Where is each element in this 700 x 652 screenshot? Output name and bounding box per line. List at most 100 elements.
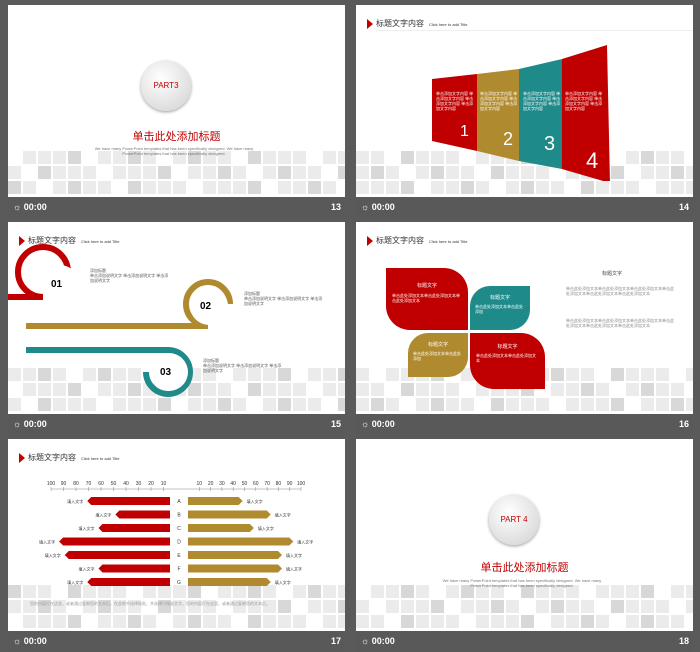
clock-icon-time: ☼ 00:00 [361, 419, 395, 429]
category-label: A [177, 499, 181, 505]
part-label: PART3 [153, 81, 179, 90]
slide-thumbnail-13[interactable]: PART3 单击此处添加标题 We have many PowerPoint t… [8, 5, 345, 218]
category-label: F [177, 567, 180, 573]
step-2-number: 02 [200, 301, 212, 312]
left-bar-label: 填入文字 [67, 579, 83, 585]
slide-18-canvas: PART 4 单击此处添加标题 We have many PowerPoint … [356, 439, 693, 631]
right-tick-label: 60 [253, 481, 259, 487]
right-bar-label: 填入文字 [275, 512, 291, 518]
petal-4: 标题文字 单击此处添加文本单击此处添加文本 [470, 333, 545, 389]
slide-thumbnail-16[interactable]: 标题文字内容 Click here to add Title 标题文字 单击此处添… [356, 222, 693, 435]
slide-number: 18 [678, 636, 689, 646]
slide-14-footer: ☼ 00:00 14 [356, 197, 693, 218]
step-2-text: 添加标题 单击添加说明文字 单击添加说明文字 单击添加说明文字 [244, 291, 323, 306]
slide-description: We have many PowerPoint templates that h… [94, 146, 254, 156]
clock-icon-time: ☼ 00:00 [13, 636, 47, 646]
slide-footer-text: 您的内容打在这里，或者通过复制您的文本后，在此框中选择粘贴，并选择只保留文字。您… [30, 601, 270, 606]
panel-1-number: 1 [460, 123, 469, 140]
right-tick-label: 70 [264, 481, 270, 487]
slide-number: 15 [330, 419, 341, 429]
right-tick-label: 50 [242, 481, 248, 487]
left-bar [87, 578, 170, 586]
slide-thumbnail-17[interactable]: 标题文字内容 Click here to add Title 100 90 80 70 6… [8, 439, 345, 652]
left-tick-label: 60 [98, 481, 104, 487]
tile-pattern [8, 145, 345, 197]
funnel-graphic [432, 45, 610, 181]
left-bar [115, 510, 170, 519]
petal-2: 标题文字 单击此处添加文本单击此处添加 [470, 286, 530, 330]
left-bar [64, 551, 170, 559]
category-label: B [177, 513, 181, 519]
slide-thumbnail-15[interactable]: 标题文字内容 Click here to add Title 01 02 03 添… [8, 222, 345, 435]
slide-number: 16 [678, 419, 689, 429]
left-tick-label: 80 [73, 481, 79, 487]
panel-4-text: 单击添加文字内容 单击添加文字内容 单击添加文字内容 单击添加文字内容 [565, 91, 603, 111]
petal-3: 标题文字 单击此处添加文本单击此处添加 [408, 333, 468, 377]
right-tick-label: 100 [297, 481, 306, 487]
clock-icon-time: ☼ 00:00 [361, 636, 395, 646]
side-text-1: 单击此处添加文本单击此处添加文本单击此处添加文本单击此处添加文本单击此处添加文本… [566, 286, 674, 296]
category-label: D [177, 540, 181, 546]
petal-1: 标题文字 单击此处添加文本单击此处添加文本单击此处添加文本 [386, 268, 468, 330]
slide-15-canvas: 标题文字内容 Click here to add Title 01 02 03 添… [8, 222, 345, 414]
right-bar [188, 497, 243, 505]
title-underline [376, 30, 693, 31]
right-bar-label: 填入文字 [286, 566, 302, 572]
slide-heading: 单击此处添加标题 [480, 562, 569, 574]
left-tick-label: 10 [161, 481, 167, 487]
slide-title: 标题文字内容 Click here to add Title [376, 19, 468, 28]
left-tick-label: 20 [148, 481, 154, 487]
right-bar-label: 填入文字 [275, 579, 291, 585]
slide-17-canvas: 标题文字内容 Click here to add Title 100 90 80 70 6… [8, 439, 345, 631]
slide-15-footer: ☼ 00:00 15 [8, 414, 345, 435]
right-bar [188, 578, 271, 586]
right-bar [188, 551, 282, 559]
slide-16-footer: ☼ 00:00 16 [356, 414, 693, 435]
left-bar [87, 497, 170, 505]
right-tick-label: 80 [276, 481, 282, 487]
left-tick-label: 90 [61, 481, 67, 487]
right-tick-label: 10 [197, 481, 203, 487]
right-bar-label: 填入文字 [297, 539, 313, 545]
slide-title: 标题文字内容 Click here to add Title [376, 236, 468, 245]
clock-icon-time: ☼ 00:00 [13, 419, 47, 429]
left-tick-label: 40 [123, 481, 129, 487]
panel-4-number: 4 [586, 148, 599, 173]
slide-thumbnail-14[interactable]: 标题文字内容 Click here to add Title 单击添加文字内容 单… [356, 5, 693, 218]
part-circle: PART 4 [489, 495, 539, 545]
step-3-text: 添加标题 单击添加说明文字 单击添加说明文字 单击添加说明文字 [203, 358, 282, 373]
title-marker-icon [19, 236, 25, 246]
right-bar-label: 填入文字 [247, 498, 263, 504]
part-circle: PART3 [141, 61, 191, 111]
slide-number: 14 [678, 202, 689, 212]
slide-title: 标题文字内容 Click here to add Title [28, 453, 120, 462]
slide-thumbnail-18[interactable]: PART 4 单击此处添加标题 We have many PowerPoint … [356, 439, 693, 652]
part-label: PART 4 [500, 515, 528, 524]
slide-17-footer: ☼ 00:00 17 [8, 631, 345, 652]
left-tick-label: 50 [111, 481, 117, 487]
left-bar-label: 填入文字 [45, 552, 61, 558]
right-bar-label: 填入文字 [286, 552, 302, 558]
category-label: G [177, 580, 181, 586]
clock-icon-time: ☼ 00:00 [361, 202, 395, 212]
timeline-graphic [8, 244, 233, 397]
slide-description: We have many PowerPoint templates that h… [442, 578, 602, 588]
left-bar-label: 填入文字 [67, 498, 83, 504]
category-label: C [177, 526, 181, 532]
panel-2-text: 单击添加文字内容 单击添加文字内容 单击添加文字内容 单击添加文字内容 [480, 91, 518, 111]
right-bar [188, 524, 254, 532]
tile-pattern [8, 579, 345, 631]
right-tick-label: 30 [219, 481, 225, 487]
right-tick-label: 40 [230, 481, 236, 487]
slide-13-footer: ☼ 00:00 13 [8, 197, 345, 218]
left-bar [98, 524, 170, 532]
title-marker-icon [367, 19, 373, 29]
right-bar [188, 564, 282, 573]
category-label: E [177, 553, 181, 559]
butterfly-bar-chart: 100 90 80 70 60 50 40 30 20 10 10 20 30 40 50 60 70 80 90 1… [39, 481, 313, 586]
slide-number: 17 [330, 636, 341, 646]
right-bar [188, 510, 271, 519]
panel-2-number: 2 [503, 129, 514, 149]
right-tick-label: 20 [208, 481, 214, 487]
panel-1 [432, 74, 477, 151]
